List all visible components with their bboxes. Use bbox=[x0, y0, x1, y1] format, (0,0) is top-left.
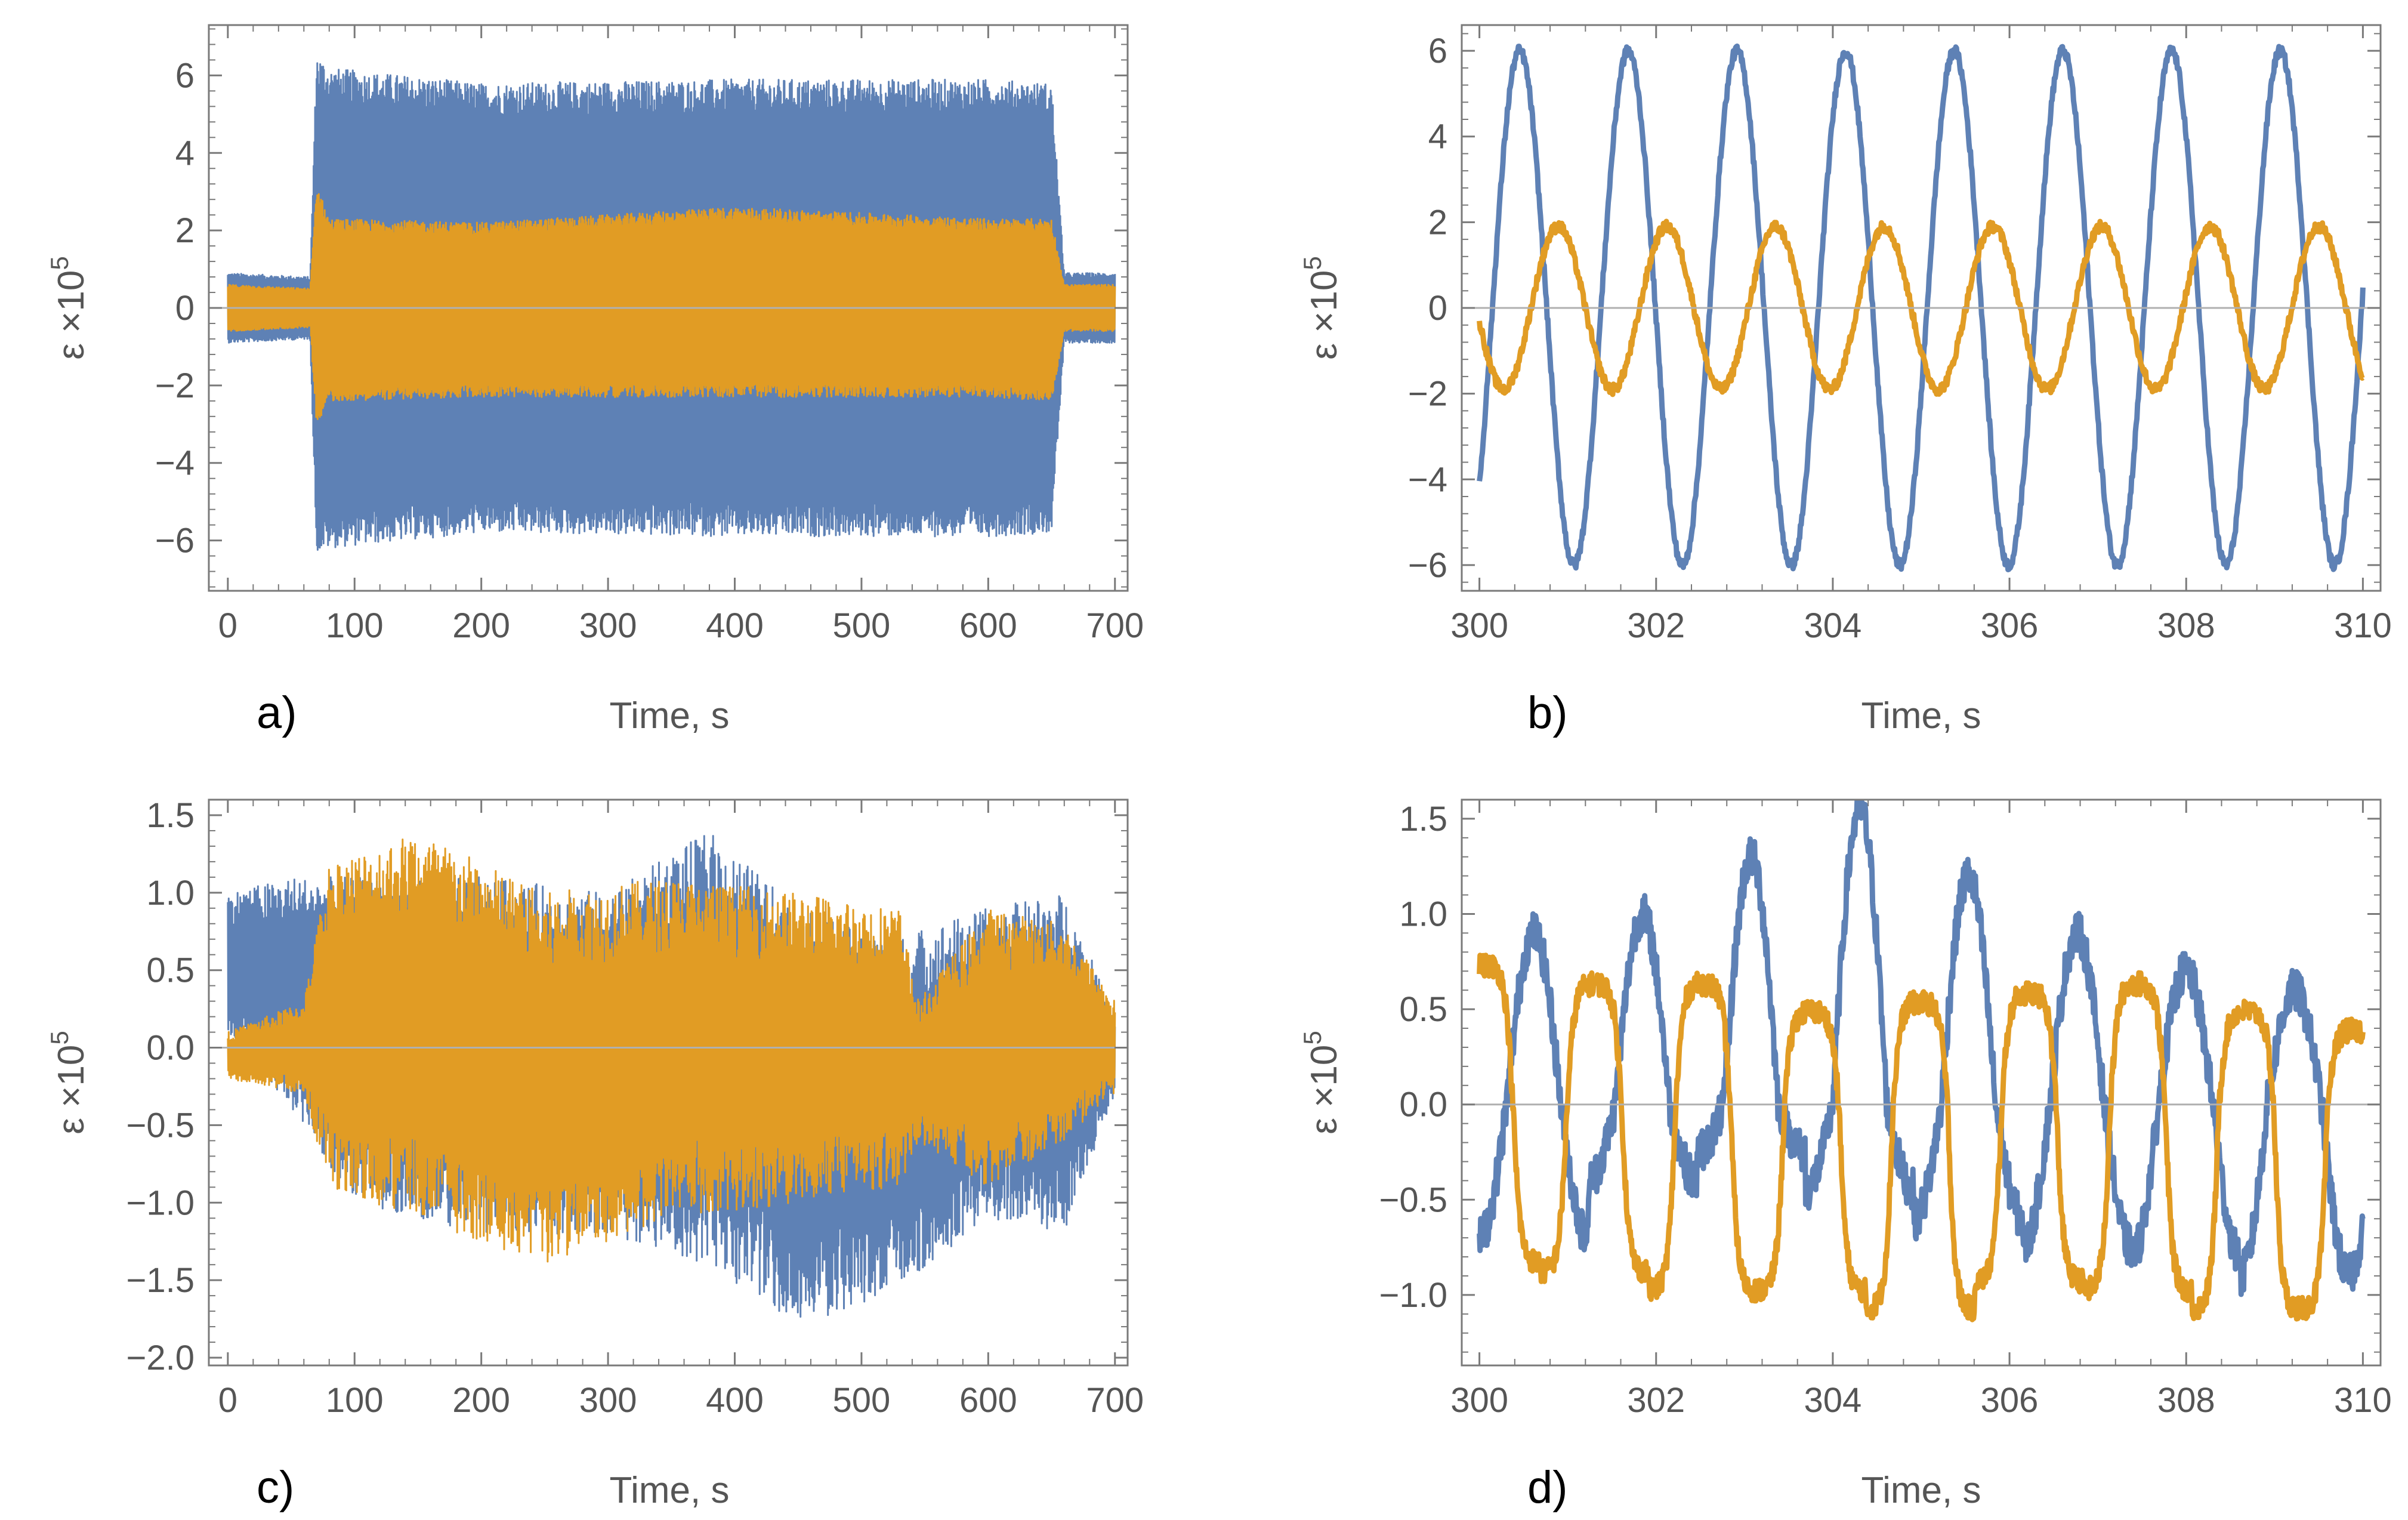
x-tick-label: 400 bbox=[706, 1381, 764, 1420]
panel-d: 300 302 304 306 308 310 −1.0 −0.5 0.0 0.5 1.0 1.5 ε … bbox=[1298, 798, 2392, 1513]
series-blue-line bbox=[1477, 43, 2366, 572]
x-tick-label: 200 bbox=[452, 606, 510, 645]
y-tick-label: −0.5 bbox=[126, 1106, 195, 1145]
series-orange-line bbox=[227, 193, 1116, 420]
plot-area bbox=[1477, 43, 2366, 572]
y-tick-label: 1.5 bbox=[1399, 800, 1447, 838]
y-axis-title-base: ε ×10 bbox=[51, 270, 92, 360]
y-tick-label: 0.5 bbox=[1399, 990, 1447, 1029]
y-axis-title-exponent: 5 bbox=[1298, 256, 1326, 270]
series-blue-line bbox=[227, 62, 1116, 551]
panel-a: 0 100 200 300 400 500 600 700 −6 −4 −2 0 2 4 6 ε ×105 Ti… bbox=[45, 24, 1144, 738]
y-tick-label: 0.0 bbox=[146, 1029, 195, 1068]
x-tick-label: 300 bbox=[1450, 606, 1508, 645]
y-tick-label: −4 bbox=[1408, 460, 1447, 499]
y-tick-label: 6 bbox=[175, 56, 195, 95]
x-tick-label: 304 bbox=[1804, 606, 1862, 645]
y-axis-title: ε ×105 bbox=[45, 1031, 92, 1134]
x-tick-label: 302 bbox=[1627, 606, 1685, 645]
x-tick-label: 100 bbox=[326, 606, 384, 645]
plot-area bbox=[1477, 800, 2366, 1322]
y-axis-title: ε ×105 bbox=[1298, 1031, 1345, 1134]
y-axis-title-base: ε ×10 bbox=[1304, 270, 1345, 360]
series-orange-line bbox=[1477, 218, 2365, 397]
y-axis-title-exponent: 5 bbox=[45, 1031, 73, 1044]
x-tick-label: 300 bbox=[579, 1381, 637, 1420]
x-tick-label: 700 bbox=[1086, 606, 1144, 645]
x-tick-label: 308 bbox=[2157, 1381, 2215, 1420]
y-tick-label: 1.0 bbox=[146, 874, 195, 912]
x-tick-label: 600 bbox=[959, 606, 1017, 645]
y-tick-label: −4 bbox=[155, 444, 195, 483]
y-tick-label: −2 bbox=[1408, 375, 1447, 414]
x-tick-label: 300 bbox=[579, 606, 637, 645]
y-tick-label: −0.5 bbox=[1379, 1180, 1448, 1219]
x-tick-label: 600 bbox=[959, 1381, 1017, 1420]
x-tick-label: 304 bbox=[1804, 1381, 1862, 1420]
x-axis-title: Time, s bbox=[610, 695, 730, 736]
y-tick-label: −2 bbox=[155, 366, 195, 405]
y-tick-label: 1.0 bbox=[1399, 895, 1447, 934]
y-tick-label: −1.5 bbox=[126, 1261, 195, 1300]
x-tick-label: 306 bbox=[1981, 1381, 2039, 1420]
x-tick-label: 700 bbox=[1086, 1381, 1144, 1420]
series-orange-line bbox=[1477, 952, 2366, 1322]
panel-b: 300 302 304 306 308 310 −6 −4 −2 0 2 4 6 ε ×105 Time, … bbox=[1298, 24, 2392, 738]
x-tick-label: 400 bbox=[706, 606, 764, 645]
x-tick-label: 306 bbox=[1981, 606, 2039, 645]
y-tick-label: 6 bbox=[1428, 32, 1447, 70]
y-tick-label: 2 bbox=[175, 211, 195, 250]
y-tick-label: 0 bbox=[1428, 289, 1447, 328]
x-axis-title: Time, s bbox=[1861, 695, 1981, 736]
x-tick-label: 200 bbox=[452, 1381, 510, 1420]
y-axis-title-base: ε ×10 bbox=[51, 1045, 92, 1134]
plot-frame bbox=[1461, 798, 2382, 1367]
x-tick-label: 0 bbox=[218, 1381, 237, 1420]
y-tick-label: 1.5 bbox=[146, 796, 195, 835]
plot-area bbox=[227, 835, 1116, 1318]
y-tick-label: 4 bbox=[1428, 118, 1447, 156]
y-axis-title-base: ε ×10 bbox=[1304, 1045, 1345, 1134]
x-tick-label: 300 bbox=[1450, 1381, 1508, 1420]
y-axis-title-exponent: 5 bbox=[1298, 1031, 1326, 1044]
panel-label: b) bbox=[1527, 687, 1568, 738]
series-orange-line bbox=[227, 838, 1116, 1263]
y-axis-title-exponent: 5 bbox=[45, 256, 73, 270]
y-axis-title: ε ×105 bbox=[45, 256, 92, 359]
y-tick-label: 0 bbox=[175, 289, 195, 328]
plot-frame bbox=[208, 798, 1129, 1367]
x-tick-label: 310 bbox=[2334, 606, 2392, 645]
y-tick-label: 4 bbox=[175, 134, 195, 172]
panel-label: d) bbox=[1527, 1462, 1568, 1513]
panel-c: 0 100 200 300 400 500 600 700 −2.0 −1.5 −1.0 −0.5 0.… bbox=[45, 796, 1144, 1513]
y-tick-label: −6 bbox=[155, 522, 195, 560]
y-tick-label: 2 bbox=[1428, 203, 1447, 242]
series-blue-line bbox=[1477, 800, 2366, 1297]
x-tick-label: 310 bbox=[2334, 1381, 2392, 1420]
x-axis-title: Time, s bbox=[610, 1470, 730, 1511]
y-tick-label: −1.0 bbox=[126, 1183, 195, 1222]
y-tick-label: 0.0 bbox=[1399, 1086, 1447, 1124]
x-tick-label: 500 bbox=[833, 1381, 891, 1420]
y-tick-label: 0.5 bbox=[146, 951, 195, 990]
x-tick-label: 0 bbox=[218, 606, 237, 645]
panel-label: a) bbox=[257, 687, 297, 738]
x-axis-title: Time, s bbox=[1861, 1470, 1981, 1511]
y-tick-label: −2.0 bbox=[126, 1339, 195, 1377]
plot-area bbox=[227, 62, 1116, 551]
y-axis-title: ε ×105 bbox=[1298, 256, 1345, 359]
x-tick-label: 500 bbox=[833, 606, 891, 645]
x-tick-label: 308 bbox=[2157, 606, 2215, 645]
y-tick-label: −1.0 bbox=[1379, 1276, 1448, 1315]
panel-label: c) bbox=[257, 1462, 294, 1513]
y-tick-label: −6 bbox=[1408, 546, 1447, 585]
x-tick-label: 302 bbox=[1627, 1381, 1685, 1420]
x-tick-label: 100 bbox=[326, 1381, 384, 1420]
